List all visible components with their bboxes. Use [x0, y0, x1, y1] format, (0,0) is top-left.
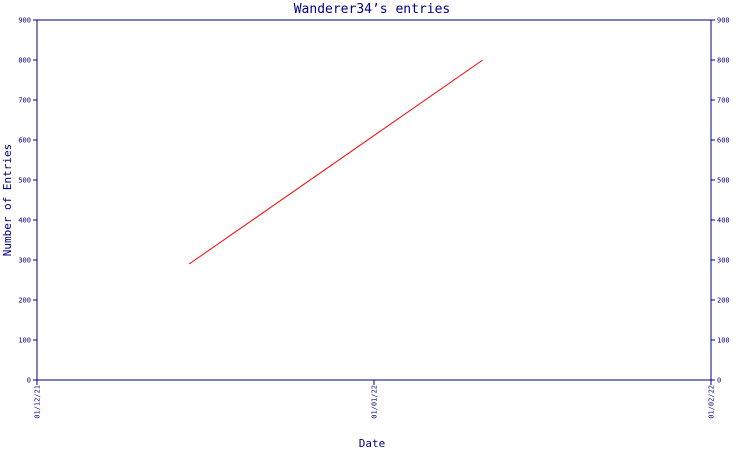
x-tick-label: 01/02/22: [708, 385, 716, 419]
y-tick-label: 0: [27, 377, 31, 385]
y-tick-label: 200: [18, 297, 31, 305]
y-tick-label-right: 800: [717, 57, 730, 65]
x-axis-label: Date: [359, 437, 386, 450]
chart-title: Wanderer34’s entries: [294, 2, 451, 17]
series-line: [188, 59, 483, 265]
y-tick-label-right: 0: [717, 377, 721, 385]
y-tick-label-right: 600: [717, 137, 730, 145]
y-tick-label: 100: [18, 337, 31, 345]
y-tick-label: 500: [18, 177, 31, 185]
y-axis-left: 0 100 200 300 400 500 600 700 800 900: [18, 17, 37, 385]
y-tick-label: 700: [18, 97, 31, 105]
y-tick-label-right: 900: [717, 17, 730, 25]
y-tick-label-right: 400: [717, 217, 730, 225]
plot-frame: [36, 19, 712, 381]
y-tick-label: 800: [18, 57, 31, 65]
y-tick-label: 400: [18, 217, 31, 225]
y-tick-label-right: 300: [717, 257, 730, 265]
y-tick-label-right: 700: [717, 97, 730, 105]
y-tick-label-right: 500: [717, 177, 730, 185]
y-tick-label-right: 200: [717, 297, 730, 305]
y-tick-label: 300: [18, 257, 31, 265]
y-axis-right: 0 100 200 300 400 500 600 700 800 900: [711, 17, 730, 385]
series-layer: [188, 59, 483, 265]
x-axis: 01/12/21 01/01/22 01/02/22: [34, 380, 716, 419]
y-tick-label: 600: [18, 137, 31, 145]
y-tick-label-right: 100: [717, 337, 730, 345]
x-tick-label: 01/01/22: [371, 385, 379, 419]
y-axis-label: Number of Entries: [1, 144, 14, 257]
x-tick-label: 01/12/21: [34, 385, 42, 419]
y-tick-label: 900: [18, 17, 31, 25]
